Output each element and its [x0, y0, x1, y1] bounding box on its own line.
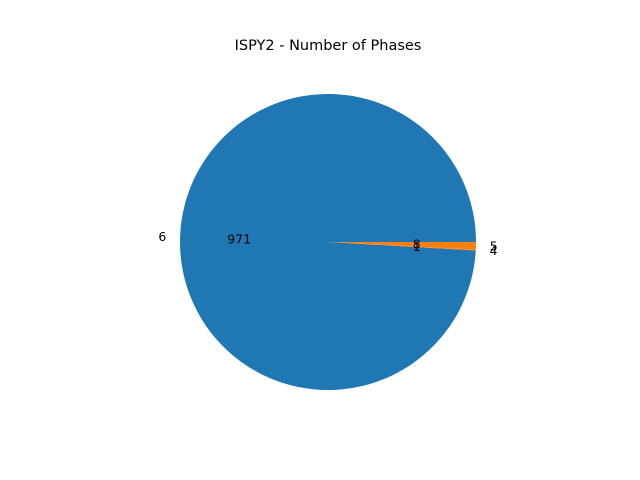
pie-labels: 6 971 4 1 5 8	[158, 229, 497, 258]
slice-value-5: 8	[413, 236, 421, 251]
slice-value-6: 971	[227, 231, 251, 246]
slice-value-4: 1	[413, 239, 421, 254]
pie-slices	[180, 94, 476, 391]
slice-label-6: 6	[158, 229, 166, 244]
chart-title: ISPY2 - Number of Phases	[235, 38, 422, 54]
pie-slice-6	[180, 94, 476, 391]
pie-slice-5	[328, 242, 476, 250]
slice-label-5: 5	[490, 238, 498, 253]
pie-slice-4	[328, 242, 476, 251]
slice-label-4: 4	[490, 243, 498, 258]
